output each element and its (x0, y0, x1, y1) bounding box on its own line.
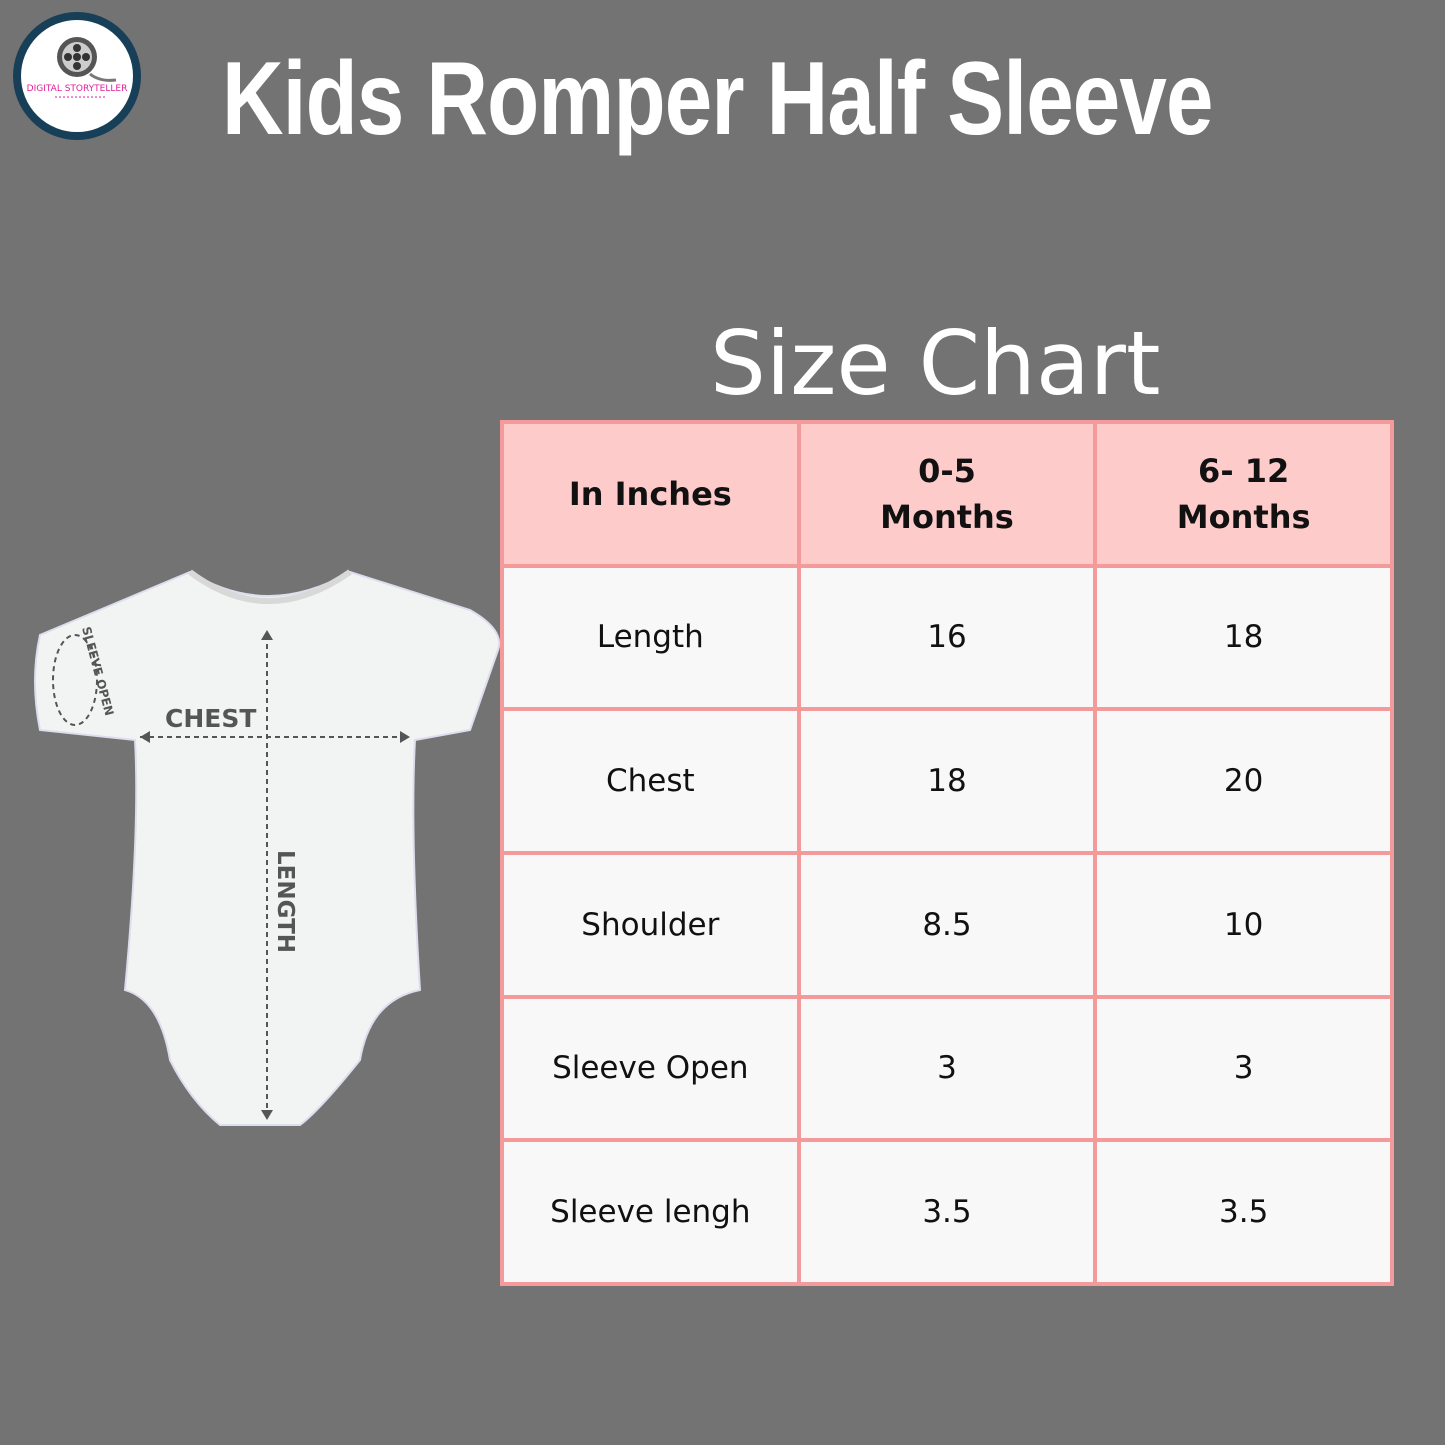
table-row: Shoulder 8.5 10 (500, 850, 1394, 999)
cell-value: 18 (1093, 563, 1394, 712)
table-row: Sleeve Open 3 3 (500, 994, 1394, 1143)
row-label: Chest (500, 707, 801, 855)
cell-value: 3 (1093, 994, 1394, 1143)
cell-value: 20 (1093, 707, 1394, 855)
table-row: Chest 18 20 (500, 707, 1394, 855)
cell-value: 3 (796, 994, 1098, 1143)
size-chart-heading: Size Chart (710, 312, 1161, 415)
page-title: Kids Romper Half Sleeve (222, 41, 1213, 157)
header-text: In Inches (568, 474, 732, 513)
chest-label: CHEST (165, 704, 256, 733)
header-in-inches: In Inches (500, 420, 801, 568)
row-label: Sleeve Open (500, 994, 801, 1143)
row-label: Shoulder (500, 850, 801, 999)
header-text: Months (880, 497, 1014, 536)
row-label: Sleeve lengh (500, 1138, 801, 1286)
cell-value: 18 (796, 707, 1098, 855)
header-6-12-months: 6- 12 Months (1093, 420, 1394, 568)
cell-value: 10 (1093, 850, 1394, 999)
table-header-row: In Inches 0-5 Months 6- 12 Months (500, 420, 1394, 568)
table-row: Sleeve lengh 3.5 3.5 (500, 1138, 1394, 1286)
header-text: 6- 12 (1198, 451, 1290, 490)
row-label: Length (500, 563, 801, 712)
cell-value: 16 (796, 563, 1098, 712)
cell-value: 3.5 (1093, 1138, 1394, 1286)
romper-illustration: CHEST LENGTH SLEEVE OPEN (34, 569, 501, 1126)
cell-value: 3.5 (796, 1138, 1098, 1286)
header-text: Months (1176, 497, 1311, 536)
digital-storyteller-logo: DIGITAL STORYTELLER (13, 12, 141, 140)
size-chart-table: In Inches 0-5 Months 6- 12 Months Length 16… (500, 420, 1394, 1286)
length-label: LENGTH (272, 850, 298, 953)
cell-value: 8.5 (796, 850, 1098, 999)
header-text: 0-5 (918, 451, 976, 490)
table-row: Length 16 18 (500, 563, 1394, 712)
header-0-5-months: 0-5 Months (796, 420, 1098, 568)
film-reel-icon (57, 37, 117, 82)
logo-text: DIGITAL STORYTELLER (27, 84, 128, 94)
